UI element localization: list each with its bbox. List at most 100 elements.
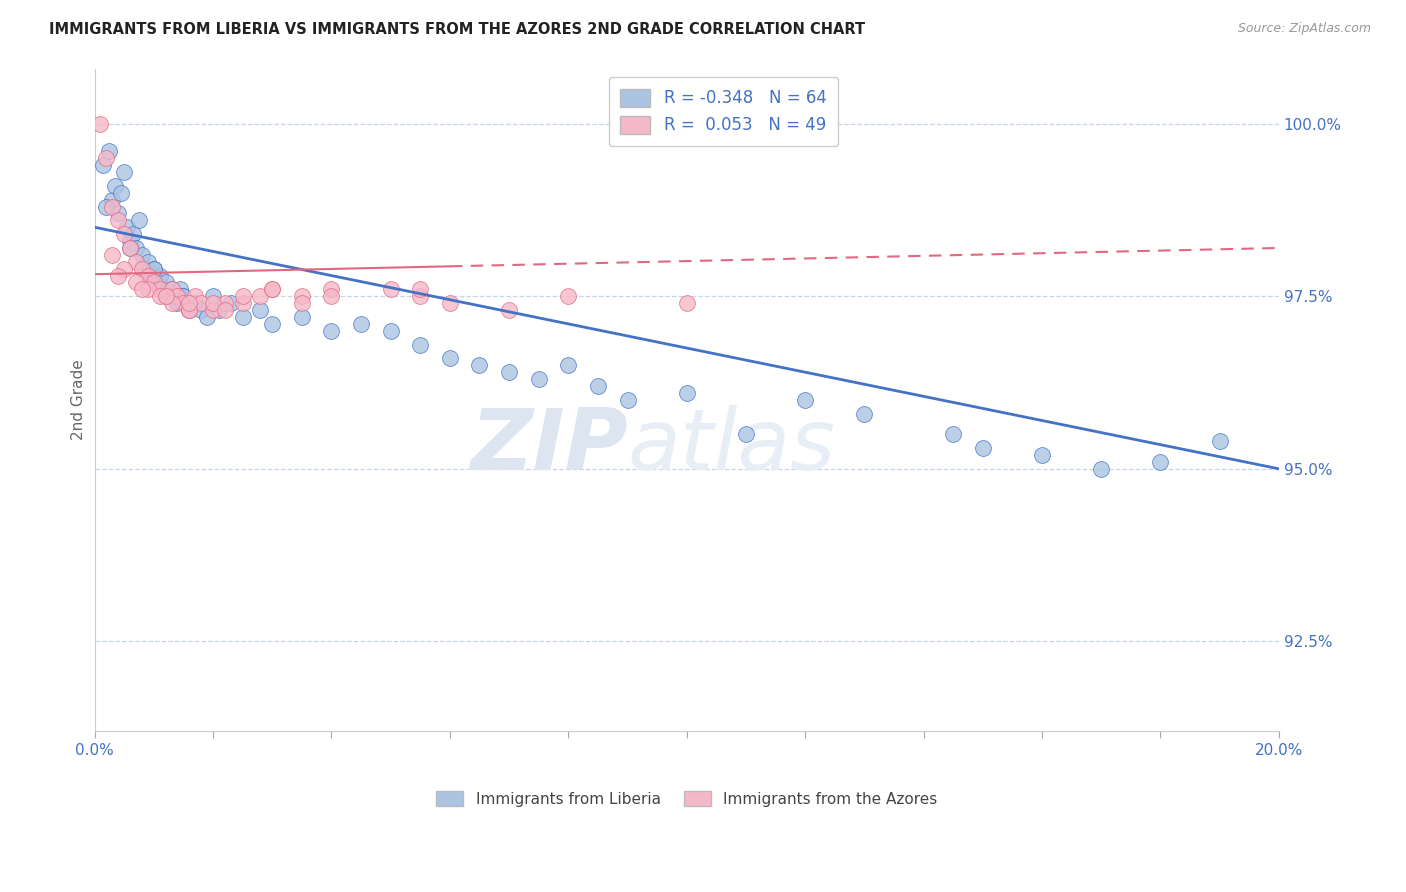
Y-axis label: 2nd Grade: 2nd Grade <box>72 359 86 440</box>
Point <box>172 289 194 303</box>
Point <box>120 241 142 255</box>
Point <box>115 220 138 235</box>
Point <box>794 392 817 407</box>
Point <box>120 234 142 248</box>
Point <box>219 296 242 310</box>
Point <box>249 303 271 318</box>
Point <box>112 227 135 242</box>
Point <box>616 392 638 407</box>
Point <box>107 206 129 220</box>
Point <box>232 310 254 324</box>
Point <box>101 248 124 262</box>
Point <box>131 282 153 296</box>
Point <box>214 303 236 318</box>
Point <box>125 254 148 268</box>
Point <box>439 351 461 366</box>
Point <box>136 282 159 296</box>
Point <box>557 289 579 303</box>
Point <box>184 296 207 310</box>
Point <box>1031 448 1053 462</box>
Point <box>675 296 697 310</box>
Point <box>107 268 129 283</box>
Point <box>101 200 124 214</box>
Point <box>139 268 162 283</box>
Point <box>195 310 218 324</box>
Point <box>557 359 579 373</box>
Point <box>409 289 432 303</box>
Point <box>179 303 201 318</box>
Point <box>155 289 177 303</box>
Point <box>176 296 198 310</box>
Point <box>122 227 145 242</box>
Point <box>96 200 118 214</box>
Point <box>155 289 177 303</box>
Point <box>214 296 236 310</box>
Point <box>409 337 432 351</box>
Point <box>262 317 284 331</box>
Point <box>291 296 314 310</box>
Point <box>1149 455 1171 469</box>
Point <box>128 213 150 227</box>
Point <box>498 303 520 318</box>
Point <box>169 282 191 296</box>
Point <box>136 254 159 268</box>
Point <box>291 310 314 324</box>
Point <box>163 289 186 303</box>
Point <box>160 296 183 310</box>
Point <box>131 248 153 262</box>
Point <box>149 289 172 303</box>
Point <box>166 289 188 303</box>
Text: Source: ZipAtlas.com: Source: ZipAtlas.com <box>1237 22 1371 36</box>
Point <box>172 289 194 303</box>
Point <box>1090 462 1112 476</box>
Point <box>149 268 172 283</box>
Point <box>101 193 124 207</box>
Point <box>942 427 965 442</box>
Point <box>439 296 461 310</box>
Point <box>125 276 148 290</box>
Point <box>160 282 183 296</box>
Point <box>142 261 165 276</box>
Point <box>155 276 177 290</box>
Point <box>321 282 343 296</box>
Point <box>586 379 609 393</box>
Point <box>142 261 165 276</box>
Point <box>142 276 165 290</box>
Point <box>232 296 254 310</box>
Text: atlas: atlas <box>627 405 835 488</box>
Point <box>972 441 994 455</box>
Point <box>172 296 194 310</box>
Point <box>110 186 132 200</box>
Point <box>112 261 135 276</box>
Point <box>98 145 121 159</box>
Point <box>498 365 520 379</box>
Point <box>853 407 876 421</box>
Point <box>131 261 153 276</box>
Text: ZIP: ZIP <box>470 405 627 488</box>
Point <box>350 317 373 331</box>
Point <box>179 296 201 310</box>
Point <box>166 296 188 310</box>
Point <box>93 158 115 172</box>
Point <box>262 282 284 296</box>
Point <box>232 289 254 303</box>
Point <box>112 165 135 179</box>
Point <box>291 289 314 303</box>
Point <box>152 282 174 296</box>
Legend: Immigrants from Liberia, Immigrants from the Azores: Immigrants from Liberia, Immigrants from… <box>430 785 943 813</box>
Point <box>190 296 212 310</box>
Point <box>89 117 111 131</box>
Point <box>380 282 402 296</box>
Point <box>179 303 201 318</box>
Point <box>468 359 491 373</box>
Point <box>149 282 172 296</box>
Point <box>104 178 127 193</box>
Point <box>201 289 224 303</box>
Point <box>675 385 697 400</box>
Point <box>157 289 180 303</box>
Point <box>96 151 118 165</box>
Point <box>134 261 156 276</box>
Point <box>262 282 284 296</box>
Point <box>321 324 343 338</box>
Point <box>208 303 231 318</box>
